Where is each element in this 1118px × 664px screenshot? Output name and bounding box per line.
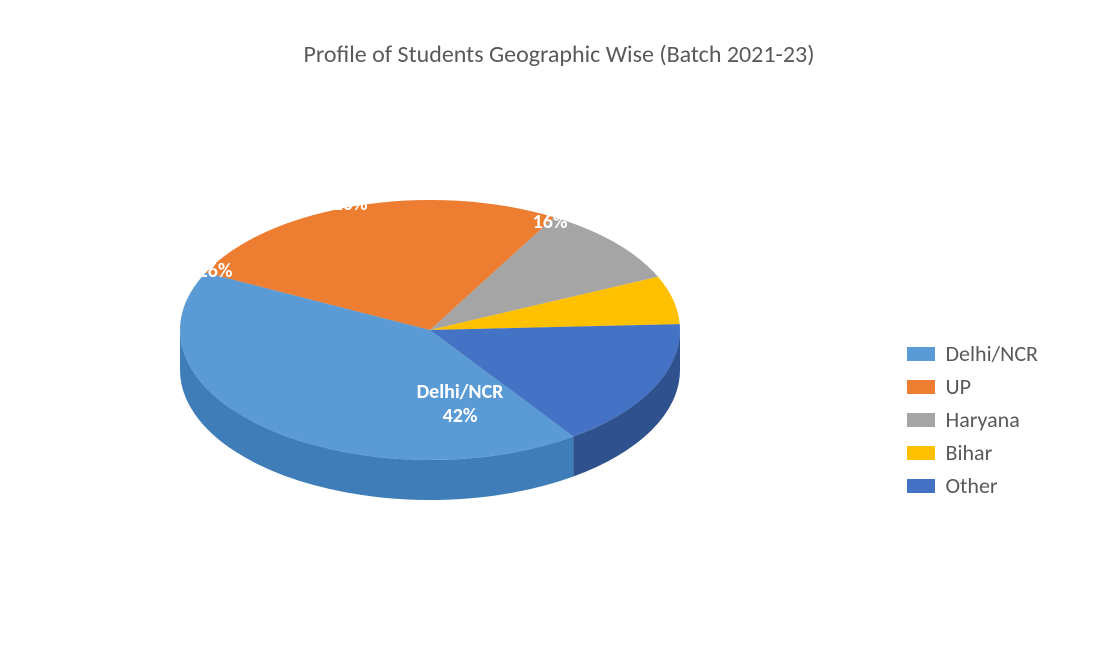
legend-label: Delhi/NCR: [945, 340, 1038, 367]
legend-label: UP: [945, 373, 970, 400]
legend-item: Bihar: [907, 439, 1038, 466]
pie-chart: Delhi/NCR42%UP26%Haryana10%Bihar6%Other1…: [150, 130, 710, 580]
legend-item: Other: [907, 472, 1038, 499]
chart-container: Profile of Students Geographic Wise (Bat…: [0, 0, 1118, 664]
legend-swatch: [907, 380, 935, 394]
legend-item: UP: [907, 373, 1038, 400]
legend: Delhi/NCR UP Haryana Bihar Other: [907, 340, 1038, 499]
legend-swatch: [907, 479, 935, 493]
legend-swatch: [907, 446, 935, 460]
legend-item: Delhi/NCR: [907, 340, 1038, 367]
legend-swatch: [907, 347, 935, 361]
legend-item: Haryana: [907, 406, 1038, 433]
legend-label: Bihar: [945, 439, 992, 466]
chart-title: Profile of Students Geographic Wise (Bat…: [0, 40, 1118, 69]
legend-label: Haryana: [945, 406, 1019, 433]
legend-label: Other: [945, 472, 997, 499]
legend-swatch: [907, 413, 935, 427]
pie-svg: [150, 130, 710, 580]
